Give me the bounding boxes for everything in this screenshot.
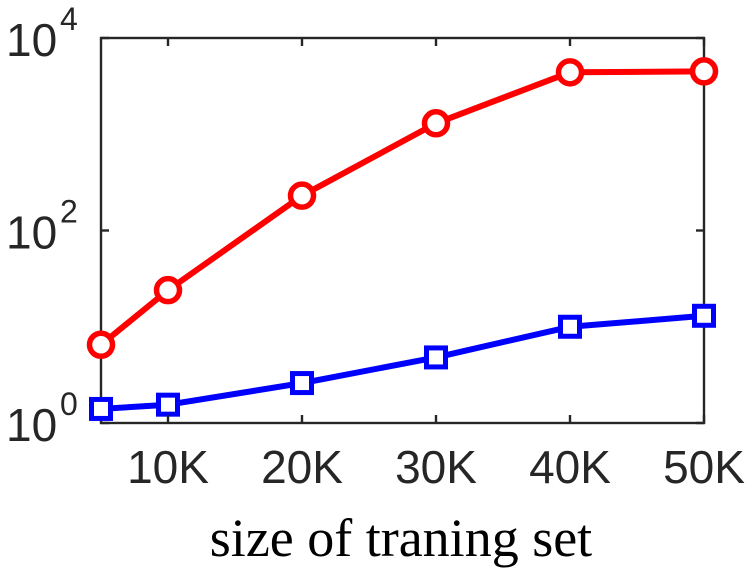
y-tick-label-exponent: 0 xyxy=(60,386,78,422)
data-point xyxy=(156,392,180,417)
data-point xyxy=(555,58,585,87)
series-1 xyxy=(86,57,719,360)
x-tick-label: 30K xyxy=(395,441,477,493)
data-point xyxy=(689,57,719,86)
y-tick-label: 10 0 xyxy=(6,386,78,451)
y-tick-label: 10 4 xyxy=(6,1,78,66)
x-axis: 10K 20K 30K 40K 50K xyxy=(127,38,745,493)
x-tick-label: 40K xyxy=(529,441,611,493)
x-axis-title: size of traning set xyxy=(210,508,592,568)
y-tick-label-exponent: 4 xyxy=(60,1,78,37)
y-tick-label-base: 10 xyxy=(6,14,57,66)
series-line xyxy=(98,312,707,412)
x-tick-label: 20K xyxy=(261,441,343,493)
data-point xyxy=(287,181,317,210)
data-point xyxy=(153,275,183,305)
series-line xyxy=(98,68,707,348)
data-point xyxy=(89,396,113,421)
x-tick-label: 50K xyxy=(663,441,745,493)
x-tick-label: 10K xyxy=(127,441,209,493)
series-layer xyxy=(86,57,719,421)
data-point xyxy=(86,330,116,360)
data-point xyxy=(424,345,448,370)
data-point xyxy=(290,371,314,396)
y-tick-label-base: 10 xyxy=(6,207,57,259)
series-2 xyxy=(89,303,716,421)
y-tick-label-exponent: 2 xyxy=(60,194,78,230)
y-tick-label-base: 10 xyxy=(6,399,57,451)
data-point xyxy=(692,303,716,328)
data-point xyxy=(421,109,451,138)
y-tick-label: 10 2 xyxy=(6,194,78,259)
data-point xyxy=(558,314,582,339)
